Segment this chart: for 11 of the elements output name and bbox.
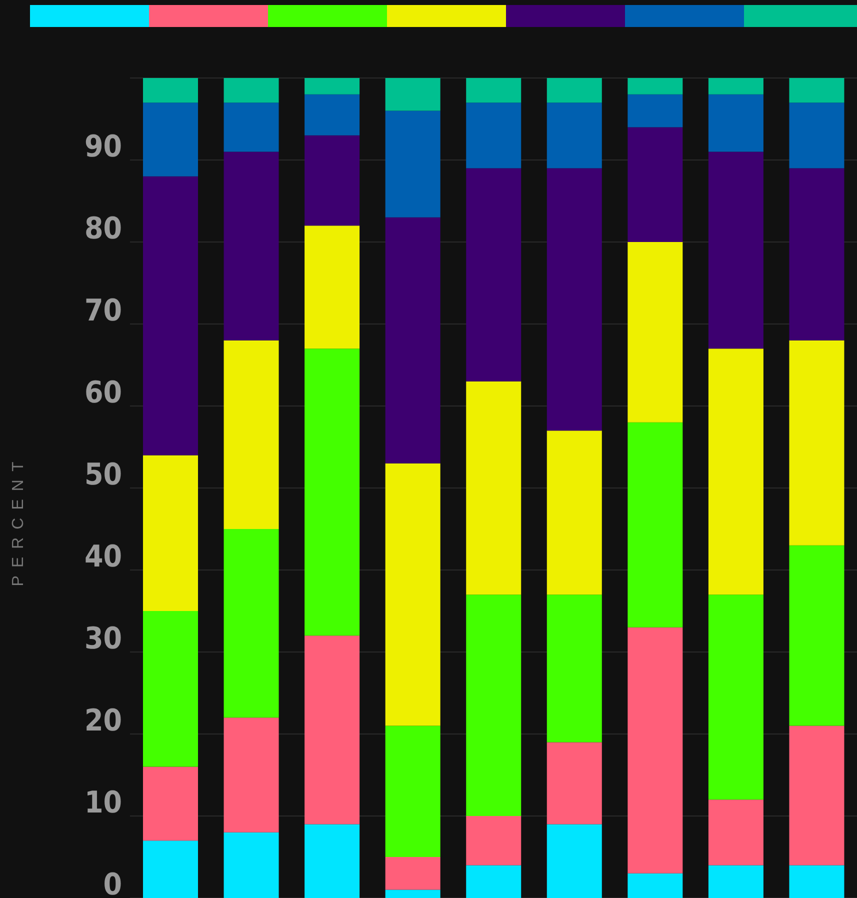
y-tick-label: 50	[84, 458, 122, 493]
y-tick-label: 70	[84, 294, 122, 329]
y-tick-label: 0	[103, 868, 122, 898]
y-tick-label: 60	[84, 376, 122, 411]
y-tick-label: 10	[84, 786, 122, 821]
y-axis-title: PERCENT	[10, 454, 28, 586]
y-tick-label: 30	[84, 622, 122, 657]
y-tick-label: 90	[84, 130, 122, 165]
y-tick-label: 40	[84, 540, 122, 575]
y-tick-label: 20	[84, 704, 122, 739]
y-tick-label: 80	[84, 212, 122, 247]
